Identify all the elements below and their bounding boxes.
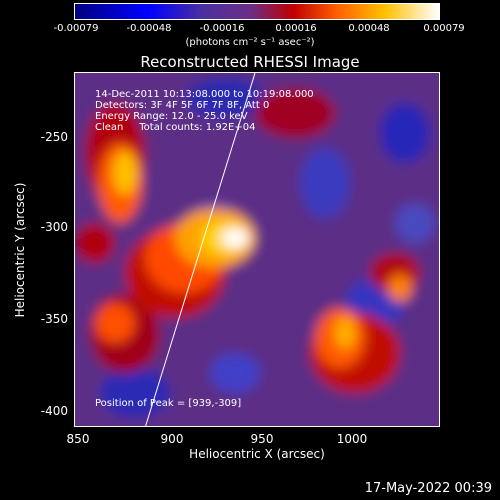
colorbar-tick: -0.00079 bbox=[53, 23, 99, 34]
annotation-clean: Clean Total counts: 1.92E+04 bbox=[95, 122, 256, 133]
y-axis-label: Heliocentric Y (arcsec) bbox=[13, 182, 27, 318]
footer-timestamp: 17-May-2022 00:39 bbox=[364, 481, 492, 496]
y-tick: -250 bbox=[40, 130, 68, 144]
colorbar-tick: 0.00016 bbox=[275, 23, 317, 34]
colorbar-tick: -0.00016 bbox=[199, 23, 245, 34]
annotation-energy: Energy Range: 12.0 - 25.0 keV bbox=[95, 111, 248, 122]
x-axis-label: Heliocentric X (arcsec) bbox=[189, 447, 325, 461]
annotation-detectors: Detectors: 3F 4F 5F 6F 7F 8F, Att 0 bbox=[95, 100, 270, 111]
x-tick: 900 bbox=[160, 432, 184, 446]
y-tick: -300 bbox=[40, 220, 68, 234]
colorbar-tick: 0.00048 bbox=[348, 23, 390, 34]
annotation-time: 14-Dec-2011 10:13:08.000 to 10:19:08.000 bbox=[95, 89, 314, 100]
y-tick: -400 bbox=[40, 404, 68, 418]
x-tick: 950 bbox=[250, 432, 274, 446]
rhessi-image-plot: 14-Dec-2011 10:13:08.000 to 10:19:08.000… bbox=[74, 72, 440, 427]
colorbar-tick: 0.00079 bbox=[423, 23, 465, 34]
colorbar bbox=[74, 3, 440, 20]
x-tick: 850 bbox=[66, 432, 90, 446]
x-tick: 1000 bbox=[336, 432, 368, 446]
flux-map bbox=[75, 73, 439, 426]
colorbar-tick: -0.00048 bbox=[126, 23, 172, 34]
annotation-peak: Position of Peak = [939,-309] bbox=[95, 398, 242, 409]
colorbar-unit-label: (photons cm⁻² s⁻¹ asec⁻²) bbox=[185, 37, 315, 48]
image-title: Reconstructed RHESSI Image bbox=[140, 53, 360, 71]
solar-limb-line bbox=[145, 73, 256, 426]
y-tick: -350 bbox=[40, 312, 68, 326]
